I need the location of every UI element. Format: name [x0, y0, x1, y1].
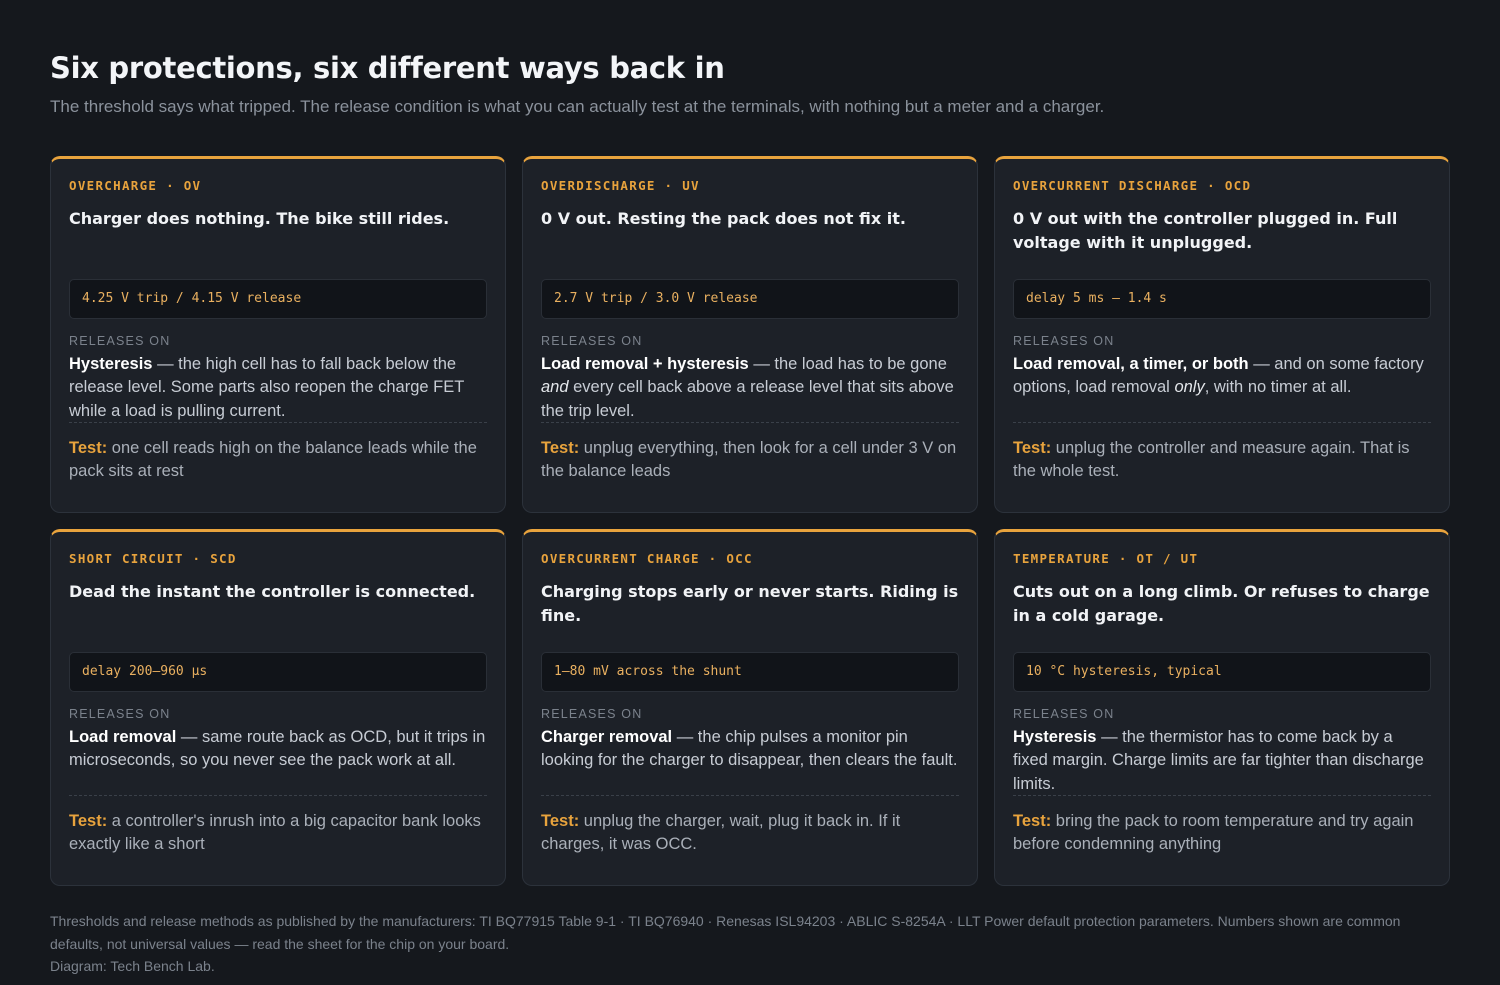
release-bold: Charger removal — [541, 728, 673, 746]
test-description: Test: unplug everything, then look for a… — [541, 437, 959, 484]
releases-label: RELEASES ON — [541, 334, 643, 348]
protection-card-scd: SHORT CIRCUIT · SCD Dead the instant the… — [50, 529, 506, 886]
test-label: Test: — [541, 439, 580, 457]
test-text: unplug the controller and measure again.… — [1013, 439, 1410, 481]
card-headline: Cuts out on a long climb. Or refuses to … — [1013, 582, 1430, 625]
release-description: Load removal + hysteresis — the load has… — [541, 353, 959, 423]
test-label: Test: — [541, 812, 580, 830]
card-eyebrow: OVERDISCHARGE · UV — [541, 178, 700, 193]
card-eyebrow: OVERCURRENT CHARGE · OCC — [541, 551, 753, 566]
card-spec: delay 200–960 µs — [69, 652, 487, 692]
test-description: Test: one cell reads high on the balance… — [69, 437, 487, 484]
page-title: Six protections, six different ways back… — [50, 51, 725, 85]
releases-label: RELEASES ON — [69, 334, 171, 348]
test-description: Test: unplug the controller and measure … — [1013, 437, 1431, 484]
card-headline: 0 V out. Resting the pack does not fix i… — [541, 209, 906, 228]
protection-card-ov: OVERCHARGE · OV Charger does nothing. Th… — [50, 156, 506, 513]
card-eyebrow: TEMPERATURE · OT / UT — [1013, 551, 1199, 566]
test-description: Test: a controller's inrush into a big c… — [69, 810, 487, 857]
footer-notes: Thresholds and release methods as publis… — [50, 910, 1450, 978]
footer-credit: Diagram: Tech Bench Lab. — [50, 958, 215, 974]
release-bold: Hysteresis — [69, 355, 153, 373]
test-label: Test: — [69, 439, 108, 457]
test-text: a controller's inrush into a big capacit… — [69, 812, 481, 854]
release-bold: Hysteresis — [1013, 728, 1097, 746]
release-description: Load removal, a timer, or both — and on … — [1013, 353, 1431, 423]
footer-sources: Thresholds and release methods as publis… — [50, 913, 1401, 952]
protection-card-temp: TEMPERATURE · OT / UT Cuts out on a long… — [994, 529, 1450, 886]
card-eyebrow: OVERCHARGE · OV — [69, 178, 202, 193]
protection-grid: OVERCHARGE · OV Charger does nothing. Th… — [50, 156, 1450, 886]
protection-card-ocd: OVERCURRENT DISCHARGE · OCD 0 V out with… — [994, 156, 1450, 513]
card-eyebrow: OVERCURRENT DISCHARGE · OCD — [1013, 178, 1252, 193]
release-text: — and on some factory options, load remo… — [1013, 355, 1424, 397]
release-text: — the high cell has to fall back below t… — [69, 355, 464, 420]
release-description: Hysteresis — the high cell has to fall b… — [69, 353, 487, 423]
card-spec: 1–80 mV across the shunt — [541, 652, 959, 692]
release-bold: Load removal, a timer, or both — [1013, 355, 1249, 373]
page-subtitle: The threshold says what tripped. The rel… — [50, 97, 1105, 116]
card-headline: Charger does nothing. The bike still rid… — [69, 209, 450, 228]
card-eyebrow: SHORT CIRCUIT · SCD — [69, 551, 237, 566]
test-text: bring the pack to room temperature and t… — [1013, 812, 1414, 854]
release-italic: only — [1174, 378, 1205, 397]
release-text: , with no timer at all. — [1204, 378, 1352, 397]
card-spec: 4.25 V trip / 4.15 V release — [69, 279, 487, 319]
release-text: every cell back above a release level th… — [541, 378, 954, 420]
release-text: — the thermistor has to come back by a f… — [1013, 728, 1424, 793]
release-text: — the load has to be gone — [748, 355, 947, 373]
release-text: — same route back as OCD, but it trips i… — [69, 728, 486, 770]
test-label: Test: — [1013, 439, 1052, 457]
test-label: Test: — [69, 812, 108, 830]
release-italic: and — [541, 378, 569, 397]
test-description: Test: unplug the charger, wait, plug it … — [541, 810, 959, 857]
release-bold: Load removal + hysteresis — [541, 355, 749, 373]
card-headline: Charging stops early or never starts. Ri… — [541, 582, 959, 625]
test-description: Test: bring the pack to room temperature… — [1013, 810, 1431, 857]
protection-card-occ: OVERCURRENT CHARGE · OCC Charging stops … — [522, 529, 978, 886]
test-text: unplug everything, then look for a cell … — [541, 439, 957, 481]
card-headline: Dead the instant the controller is conne… — [69, 582, 476, 601]
release-text: — the chip pulses a monitor pin looking … — [541, 728, 958, 770]
card-spec: delay 5 ms – 1.4 s — [1013, 279, 1431, 319]
protection-card-uv: OVERDISCHARGE · UV 0 V out. Resting the … — [522, 156, 978, 513]
releases-label: RELEASES ON — [1013, 707, 1115, 721]
release-bold: Load removal — [69, 728, 177, 746]
releases-label: RELEASES ON — [1013, 334, 1115, 348]
release-description: Load removal — same route back as OCD, b… — [69, 726, 487, 796]
release-description: Charger removal — the chip pulses a moni… — [541, 726, 959, 796]
releases-label: RELEASES ON — [541, 707, 643, 721]
release-description: Hysteresis — the thermistor has to come … — [1013, 726, 1431, 796]
test-text: one cell reads high on the balance leads… — [69, 439, 477, 481]
card-spec: 10 °C hysteresis, typical — [1013, 652, 1431, 692]
test-label: Test: — [1013, 812, 1052, 830]
card-spec: 2.7 V trip / 3.0 V release — [541, 279, 959, 319]
card-headline: 0 V out with the controller plugged in. … — [1013, 209, 1398, 252]
test-text: unplug the charger, wait, plug it back i… — [541, 812, 901, 854]
releases-label: RELEASES ON — [69, 707, 171, 721]
